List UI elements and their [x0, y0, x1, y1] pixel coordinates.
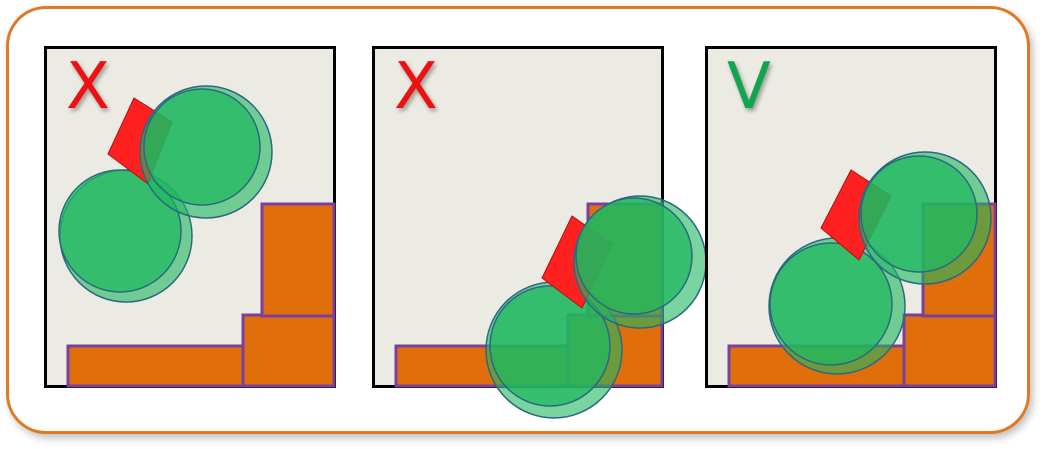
wheel-lower: [58, 169, 182, 293]
verdict-mark: X: [394, 50, 438, 124]
robot: [768, 151, 992, 375]
robot: [58, 85, 273, 303]
verdict-mark: V: [727, 50, 771, 124]
stair-step-low: [241, 313, 336, 388]
panel-2: X: [372, 46, 707, 419]
wheel-upper: [143, 88, 261, 206]
panel-1: X: [44, 46, 336, 388]
wheel-lower: [769, 242, 893, 366]
panel-3: V: [705, 46, 997, 388]
verdict-mark: X: [66, 50, 110, 124]
wheel-upper: [860, 155, 978, 273]
stairs: [66, 202, 336, 388]
wheel-lower: [489, 285, 611, 407]
stair-step-high: [260, 202, 336, 318]
robot: [485, 195, 707, 419]
wheel-upper: [575, 197, 693, 315]
stair-step-low: [902, 313, 997, 388]
stair-floor: [66, 344, 246, 388]
